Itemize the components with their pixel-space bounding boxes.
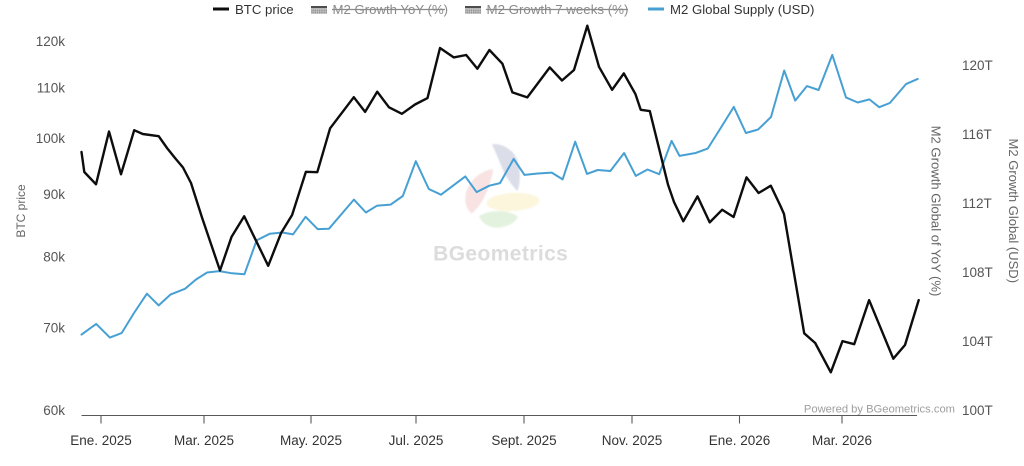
- svg-text:BTC price: BTC price: [14, 184, 28, 238]
- svg-text:Jul. 2025: Jul. 2025: [389, 433, 444, 448]
- svg-text:100k: 100k: [36, 131, 66, 146]
- svg-text:116T: 116T: [962, 127, 992, 142]
- svg-text:M2 Growth Global (USD): M2 Growth Global (USD): [1006, 139, 1021, 283]
- svg-text:120k: 120k: [36, 34, 66, 49]
- svg-text:Mar. 2025: Mar. 2025: [174, 433, 234, 448]
- svg-text:Sept. 2025: Sept. 2025: [491, 433, 556, 448]
- svg-text:Mar. 2026: Mar. 2026: [812, 433, 872, 448]
- svg-text:120T: 120T: [962, 58, 993, 73]
- svg-text:BGeometrics: BGeometrics: [433, 243, 568, 266]
- svg-text:Ene. 2025: Ene. 2025: [70, 433, 132, 448]
- svg-text:Ene. 2026: Ene. 2026: [709, 433, 771, 448]
- svg-text:70k: 70k: [43, 321, 65, 336]
- svg-text:Powered by BGeometrics.com: Powered by BGeometrics.com: [804, 404, 955, 416]
- svg-text:BTC price: BTC price: [235, 2, 294, 17]
- svg-text:M2 Global Supply (USD): M2 Global Supply (USD): [670, 2, 814, 17]
- svg-text:112T: 112T: [962, 196, 992, 211]
- svg-text:100T: 100T: [962, 403, 993, 418]
- svg-text:60k: 60k: [43, 403, 65, 418]
- svg-text:110k: 110k: [37, 81, 66, 96]
- svg-text:90k: 90k: [43, 187, 65, 202]
- svg-text:108T: 108T: [962, 265, 993, 280]
- svg-text:Nov. 2025: Nov. 2025: [602, 433, 663, 448]
- svg-text:104T: 104T: [962, 334, 993, 349]
- svg-text:May. 2025: May. 2025: [280, 433, 342, 448]
- svg-text:80k: 80k: [43, 250, 65, 265]
- svg-text:M2 Growth Global of YoY (%): M2 Growth Global of YoY (%): [929, 126, 944, 297]
